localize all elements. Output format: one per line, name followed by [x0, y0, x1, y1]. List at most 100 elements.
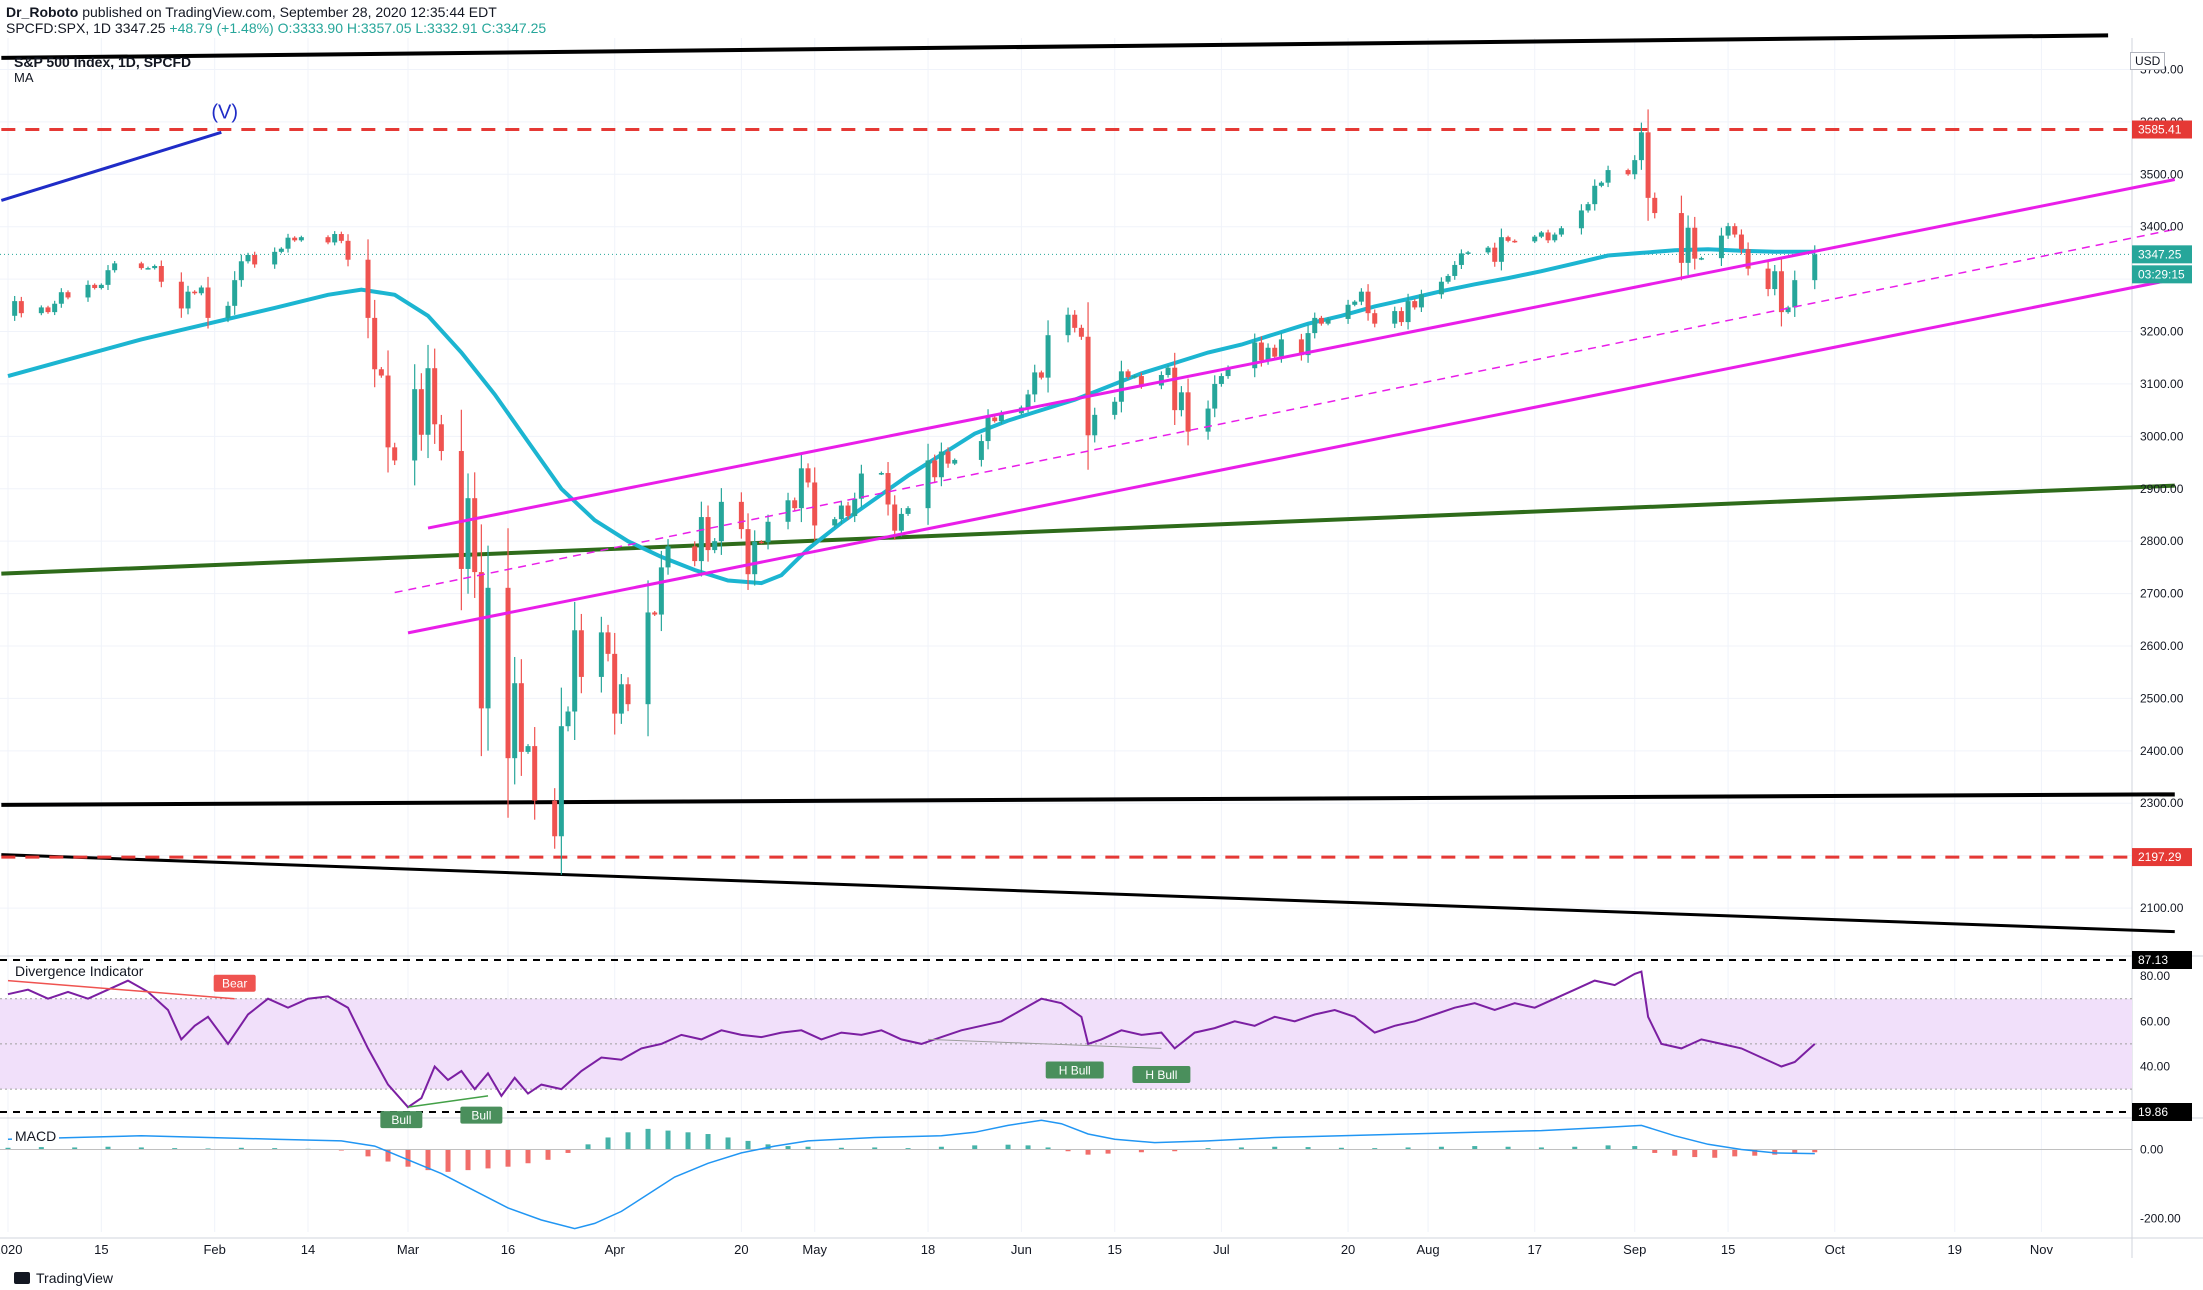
macd-histogram-bar	[1238, 1147, 1244, 1150]
candle-up	[1785, 307, 1791, 313]
candle-up	[85, 284, 91, 298]
trendline-support-black	[1, 792, 2175, 807]
candle-up	[838, 505, 844, 520]
time-axis-tick: Jun	[1011, 1242, 1032, 1257]
candle-up	[225, 305, 231, 318]
candle-down	[45, 307, 51, 313]
author-name[interactable]: Dr_Roboto	[6, 4, 79, 20]
candle-up	[1438, 281, 1444, 295]
candle-down	[1778, 271, 1784, 313]
candle-up	[1205, 408, 1211, 432]
candle-up	[1725, 226, 1731, 236]
candle-up	[878, 473, 884, 475]
ohlc-values: O:3333.90 H:3357.05 L:3332.91 C:3347.25	[273, 20, 547, 36]
rsi-pane: Bear Bull Bull H Bull H Bull	[0, 959, 2132, 1129]
candle-up	[58, 292, 64, 304]
divergence-pane-title[interactable]: Divergence Indicator	[12, 963, 147, 979]
candle-down	[438, 424, 444, 452]
candle-up	[98, 284, 104, 289]
macd-histogram-bar	[1305, 1147, 1311, 1150]
rsi-min-tag-bg	[2132, 1103, 2192, 1121]
macd-histogram-bar	[685, 1132, 691, 1150]
macd-histogram-bar	[785, 1146, 791, 1150]
candle-down	[1545, 232, 1551, 241]
divergence-tag-label: Bull	[471, 1109, 491, 1123]
candle-down	[792, 500, 798, 509]
macd-histogram-bar	[1538, 1147, 1544, 1150]
macd-pane-title[interactable]: MACD	[12, 1128, 60, 1144]
candle-up	[1445, 275, 1451, 282]
price-axis-tick: 2100.00	[2140, 901, 2184, 915]
candle-down	[625, 684, 631, 705]
candle-up	[298, 237, 304, 241]
macd-histogram-bar	[405, 1149, 411, 1167]
candle-down	[1492, 247, 1498, 262]
macd-histogram-bar	[725, 1137, 731, 1150]
ma-legend[interactable]: MA	[14, 70, 34, 85]
macd-histogram-bar	[365, 1149, 371, 1157]
candle-up	[1405, 301, 1411, 323]
candle-up	[1598, 182, 1604, 186]
last-price-tag-bg	[2132, 245, 2192, 264]
rsi-min-tag: 19.86	[2138, 1105, 2168, 1119]
time-axis-tick: 17	[1528, 1242, 1542, 1257]
symbol-line: SPCFD:SPX, 1D 3347.25 +48.79 (+1.48%) O:…	[6, 20, 546, 36]
candle-up	[245, 254, 251, 262]
price-axis-tick: 2800.00	[2140, 534, 2184, 548]
candle-down	[1365, 291, 1371, 314]
macd-histogram-bar	[1605, 1145, 1611, 1150]
candle-up	[12, 301, 18, 316]
macd-histogram-bar	[1652, 1149, 1658, 1153]
rsi-max-tag: 87.13	[2138, 953, 2168, 967]
candle-up	[1118, 371, 1124, 402]
bull-divergence-line	[407, 1095, 489, 1108]
candle-down	[945, 451, 951, 464]
candle-up	[858, 473, 864, 499]
candle-up	[645, 612, 651, 705]
candle-down	[1692, 227, 1698, 259]
time-axis-tick: 15	[1107, 1242, 1121, 1257]
candle-up	[278, 248, 284, 252]
candle-up	[1685, 227, 1691, 263]
publish-text: published on TradingView.com, September …	[82, 4, 497, 20]
macd-histogram-bar	[445, 1149, 451, 1172]
candle-down	[1085, 336, 1091, 436]
candle-down	[1652, 197, 1658, 214]
currency-label[interactable]: USD	[2130, 52, 2166, 70]
candle-up	[1025, 394, 1031, 408]
candle-down	[812, 482, 818, 526]
candle-up	[752, 541, 758, 575]
rsi-axis-tick: 40.00	[2140, 1059, 2170, 1073]
macd-histogram-bar	[1812, 1149, 1818, 1153]
candle-down	[1645, 132, 1651, 198]
candle-down	[18, 301, 24, 314]
divergence-tag-label: H Bull	[1145, 1068, 1177, 1082]
time-axis-tick: Jul	[1213, 1242, 1230, 1257]
publish-line: Dr_Roboto published on TradingView.com, …	[6, 4, 497, 20]
candle-up	[985, 417, 991, 442]
candle-up	[332, 234, 338, 243]
candle-up	[1225, 368, 1231, 377]
trendline-lower-black	[1, 853, 2175, 934]
candle-down	[1172, 367, 1178, 411]
candle-down	[1398, 311, 1404, 323]
time-axis-tick: Mar	[397, 1242, 420, 1257]
candle-down	[1625, 170, 1631, 175]
channel-upper	[427, 178, 2176, 530]
macd-axis-tick: 0.00	[2140, 1143, 2164, 1157]
candle-up	[285, 237, 291, 249]
divergence-tag	[213, 974, 256, 992]
rsi-max-tag-bg	[2132, 951, 2192, 969]
candle-up	[1212, 383, 1218, 409]
rsi-axis-tick: 60.00	[2140, 1014, 2170, 1028]
candle-up	[198, 287, 204, 294]
time-axis-tick: 15	[94, 1242, 108, 1257]
macd-histogram-bar	[1105, 1149, 1111, 1154]
macd-histogram-bar	[625, 1132, 631, 1150]
macd-histogram-bar	[1772, 1149, 1778, 1155]
macd-histogram-bar	[1692, 1149, 1698, 1158]
macd-axis-tick: -200.00	[2140, 1211, 2181, 1225]
price-labels: 3585.41 3347.25 03:29:15 2197.29 87.13 19.86	[2132, 120, 2192, 1121]
candle-up	[1305, 333, 1311, 356]
